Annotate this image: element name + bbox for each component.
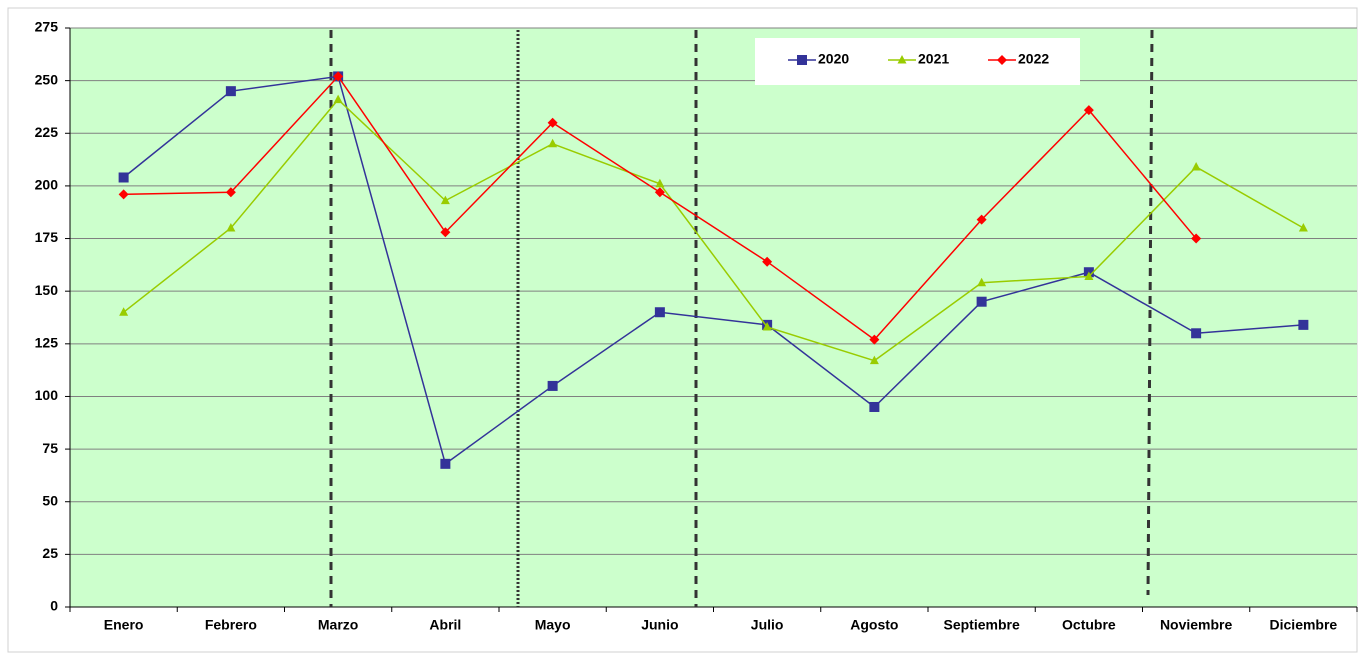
marker bbox=[654, 307, 665, 318]
series-line bbox=[123, 98, 1304, 362]
marker bbox=[118, 189, 129, 200]
separator-line bbox=[1146, 29, 1154, 596]
y-tick-label: 225 bbox=[35, 124, 59, 140]
marker bbox=[225, 187, 236, 198]
legend-label: 2022 bbox=[1018, 51, 1049, 67]
y-tick-label: 0 bbox=[50, 598, 58, 614]
x-tick-label: Junio bbox=[641, 617, 678, 633]
y-tick-label: 200 bbox=[35, 177, 59, 193]
marker bbox=[1298, 319, 1309, 330]
marker bbox=[869, 401, 880, 412]
marker bbox=[655, 178, 665, 188]
marker bbox=[1191, 328, 1202, 339]
x-tick-label: Julio bbox=[751, 617, 784, 633]
marker bbox=[976, 296, 987, 307]
marker bbox=[869, 355, 879, 365]
marker bbox=[547, 380, 558, 391]
marker bbox=[1084, 271, 1094, 280]
x-tick-label: Noviembre bbox=[1160, 617, 1233, 633]
marker bbox=[440, 227, 451, 238]
y-tick-label: 125 bbox=[35, 335, 59, 351]
legend-label: 2020 bbox=[818, 51, 849, 67]
marker bbox=[762, 321, 772, 331]
y-tick-label: 25 bbox=[42, 545, 58, 561]
marker bbox=[869, 334, 880, 345]
marker bbox=[118, 172, 129, 183]
x-tick-label: Agosto bbox=[850, 617, 898, 633]
marker bbox=[226, 223, 236, 232]
marker bbox=[654, 187, 665, 198]
marker bbox=[225, 86, 236, 97]
y-tick-label: 75 bbox=[42, 440, 58, 456]
y-tick-label: 100 bbox=[35, 387, 59, 403]
legend-marker bbox=[897, 55, 907, 64]
x-tick-label: Febrero bbox=[205, 617, 257, 633]
marker bbox=[440, 458, 451, 469]
x-tick-label: Mayo bbox=[535, 617, 571, 633]
marker bbox=[762, 256, 773, 267]
x-tick-label: Abril bbox=[429, 617, 461, 633]
x-tick-label: Diciembre bbox=[1270, 617, 1338, 633]
marker bbox=[1191, 233, 1202, 244]
marker bbox=[547, 117, 558, 128]
legend-label: 2021 bbox=[918, 51, 949, 67]
legend-marker bbox=[997, 55, 1007, 65]
marker bbox=[976, 214, 987, 225]
marker bbox=[119, 307, 129, 316]
y-tick-label: 275 bbox=[35, 19, 59, 35]
y-tick-label: 175 bbox=[35, 229, 59, 245]
marker bbox=[1298, 223, 1308, 232]
y-tick-label: 150 bbox=[35, 282, 59, 298]
marker bbox=[333, 71, 344, 82]
y-tick-label: 250 bbox=[35, 71, 59, 87]
x-tick-label: Octubre bbox=[1062, 617, 1116, 633]
y-tick-label: 50 bbox=[42, 492, 58, 508]
x-tick-label: Enero bbox=[104, 617, 144, 633]
x-tick-label: Septiembre bbox=[944, 617, 1020, 633]
plot-background bbox=[70, 28, 1357, 607]
series-line bbox=[123, 75, 1304, 466]
marker bbox=[333, 94, 343, 104]
legend-box bbox=[755, 38, 1080, 85]
marker bbox=[548, 138, 558, 148]
marker bbox=[977, 277, 987, 287]
marker bbox=[1191, 161, 1201, 171]
legend-marker bbox=[797, 55, 807, 65]
marker bbox=[440, 195, 450, 205]
marker bbox=[1083, 105, 1094, 116]
x-tick-label: Marzo bbox=[318, 617, 358, 633]
